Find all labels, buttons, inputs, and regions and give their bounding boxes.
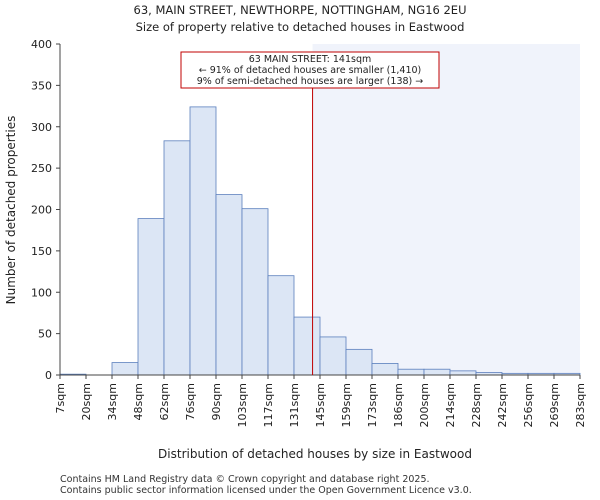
annotation-line-2: ← 91% of detached houses are smaller (1,… <box>199 65 422 76</box>
bar-200sqm <box>423 368 451 376</box>
chart-title: 63, MAIN STREET, NEWTHORPE, NOTTINGHAM, … <box>134 3 467 17</box>
x-tick-label: 48sqm <box>132 383 145 420</box>
bar-214sqm <box>449 370 477 376</box>
bar-131sqm <box>293 316 321 376</box>
bar-173sqm <box>371 363 399 376</box>
annotation-box: 63 MAIN STREET: 141sqm ← 91% of detached… <box>180 51 440 89</box>
axes-group: 0 50 100 150 200 250 300 350 400 7sqm 20sqm 34sqm 48… <box>31 38 587 427</box>
x-tick-label: 256sqm <box>522 383 535 427</box>
y-tick-label: 200 <box>31 204 52 217</box>
x-tick-label: 34sqm <box>106 383 119 420</box>
x-tick-label: 228sqm <box>470 383 483 427</box>
bar-186sqm <box>397 368 425 376</box>
x-tick-label: 20sqm <box>80 383 93 420</box>
bar-117sqm <box>267 275 295 376</box>
x-tick-label: 186sqm <box>392 383 405 427</box>
x-axis-label: Distribution of detached houses by size … <box>158 447 472 461</box>
y-tick-label: 350 <box>31 79 52 92</box>
y-tick-label: 50 <box>38 328 52 341</box>
x-tick-label: 283sqm <box>574 383 587 427</box>
x-tick-label: 214sqm <box>444 383 457 427</box>
y-tick-label: 0 <box>45 369 52 382</box>
x-tick-label: 90sqm <box>210 383 223 420</box>
x-tick-label: 145sqm <box>314 383 327 427</box>
bars-group <box>59 106 581 376</box>
bar-103sqm <box>241 208 269 376</box>
y-tick-label: 250 <box>31 162 52 175</box>
x-tick-label: 269sqm <box>548 383 561 427</box>
bar-76sqm <box>189 106 217 376</box>
x-tick-label: 131sqm <box>288 383 301 427</box>
bar-48sqm <box>137 218 165 376</box>
x-tick-label: 62sqm <box>158 383 171 420</box>
annotation-line-3: 9% of semi-detached houses are larger (1… <box>197 76 424 87</box>
x-tick-label: 76sqm <box>184 383 197 420</box>
y-tick-label: 150 <box>31 245 52 258</box>
footer-line-2: Contains public sector information licen… <box>60 485 472 496</box>
x-tick-label: 173sqm <box>366 383 379 427</box>
larger-region-highlight <box>312 44 580 375</box>
bar-62sqm <box>163 140 191 376</box>
bar-145sqm <box>319 336 347 376</box>
x-tick-label: 7sqm <box>54 383 67 413</box>
y-tick-label: 400 <box>31 38 52 51</box>
x-tick-label: 159sqm <box>340 383 353 427</box>
footer-line-1: Contains HM Land Registry data © Crown c… <box>60 474 430 485</box>
chart-subtitle: Size of property relative to detached ho… <box>136 20 465 34</box>
y-axis-label: Number of detached properties <box>4 116 18 305</box>
x-tick-label: 242sqm <box>496 383 509 427</box>
x-tick-label: 103sqm <box>236 383 249 427</box>
y-tick-label: 300 <box>31 121 52 134</box>
bar-159sqm <box>345 348 373 376</box>
y-tick-label: 100 <box>31 286 52 299</box>
annotation-line-1: 63 MAIN STREET: 141sqm <box>249 54 372 65</box>
bar-34sqm <box>111 362 139 376</box>
x-tick-label: 200sqm <box>418 383 431 427</box>
bar-90sqm <box>215 194 243 376</box>
x-tick-label: 117sqm <box>262 383 275 427</box>
